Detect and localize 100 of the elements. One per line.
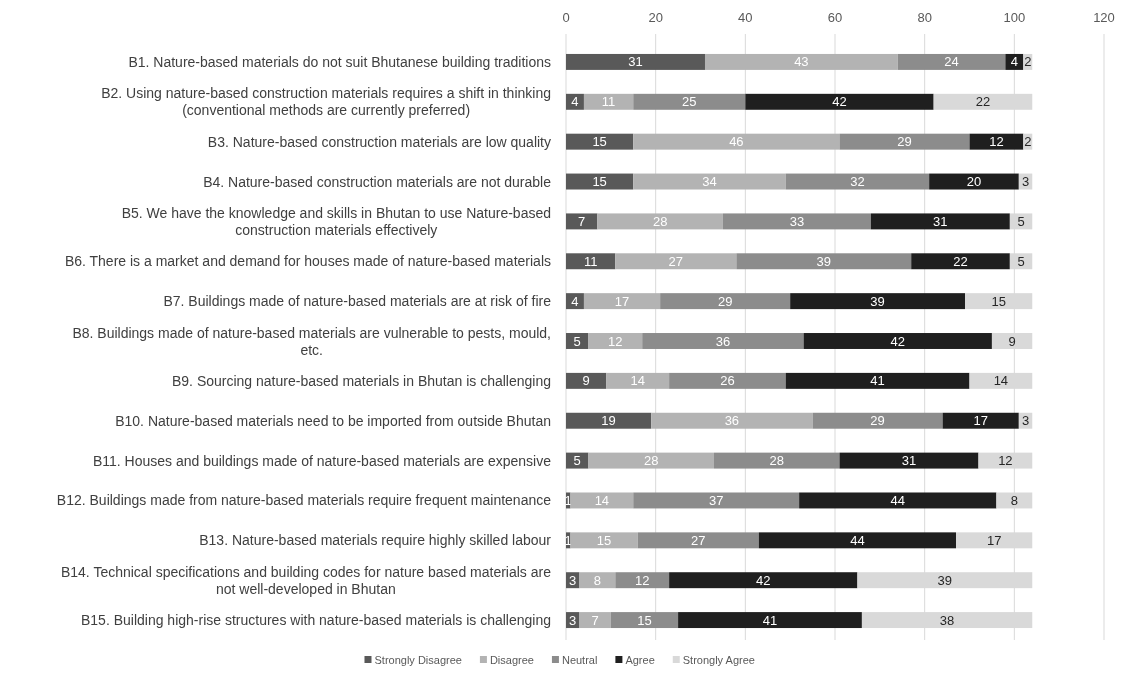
y-tick-label: B11. Houses and buildings made of nature-based materials are expensive [92, 452, 552, 469]
bar [583, 293, 661, 310]
data-label: 39 [870, 293, 885, 309]
data-label: 3 [569, 572, 577, 588]
bar [897, 53, 1006, 70]
data-label: 8 [593, 572, 601, 588]
data-label: 20 [966, 174, 982, 190]
y-tick-label: B4. Nature-based construction materials are not durable [203, 173, 552, 190]
bar [669, 372, 786, 389]
data-label: 15 [592, 134, 607, 150]
bar [803, 333, 992, 349]
data-label: 12 [998, 453, 1013, 469]
bar [785, 372, 970, 389]
legend-label: Disagree [489, 654, 534, 666]
bar [566, 53, 705, 70]
x-tick-label: 120 [1093, 10, 1115, 25]
data-label: 28 [652, 213, 668, 229]
data-label: 9 [582, 373, 590, 389]
bar [566, 412, 652, 429]
data-label: 3 [1021, 174, 1030, 190]
data-label: 38 [939, 612, 955, 628]
data-label: 11 [601, 94, 616, 110]
data-label: 2 [1024, 54, 1032, 70]
data-label: 15 [592, 174, 607, 190]
data-label: 4 [571, 293, 579, 309]
bar [785, 173, 930, 190]
data-label: 29 [897, 134, 912, 150]
data-label: 44 [850, 532, 865, 548]
data-label: 14 [993, 373, 1009, 389]
bar [942, 412, 1019, 429]
data-label: 46 [729, 134, 744, 150]
x-tick-label: 0 [562, 10, 570, 25]
bar [566, 133, 634, 150]
data-label: 3 [1021, 413, 1030, 429]
x-tick-label: 100 [1003, 10, 1026, 25]
bar [642, 333, 804, 349]
bar [790, 293, 966, 310]
legend-label: Strongly Disagree [374, 654, 462, 666]
y-tick-label: B3. Nature-based construction materials are low quality [207, 133, 551, 150]
y-tick-label: B8. Buildings made of nature-based materials are vulnerable to pests, mould, etc. [72, 324, 551, 358]
data-label: 11 [583, 253, 598, 269]
data-label: 12 [989, 134, 1004, 150]
data-label: 27 [668, 253, 684, 269]
data-label: 9 [1008, 333, 1016, 349]
data-label: 42 [832, 94, 847, 110]
data-label: 5 [573, 453, 581, 469]
data-label: 31 [901, 453, 917, 469]
bar [758, 532, 957, 549]
bar [660, 293, 791, 310]
data-label: 4 [571, 94, 579, 110]
bar [579, 572, 616, 589]
bar [588, 333, 643, 349]
data-label: 12 [608, 333, 623, 349]
data-label: 15 [596, 532, 612, 548]
data-label: 37 [708, 492, 724, 508]
bar [651, 412, 813, 429]
bar [597, 213, 723, 230]
x-tick-label: 40 [738, 10, 753, 25]
bar [633, 133, 840, 150]
data-label: 44 [890, 492, 905, 508]
y-tick-label: B2. Using nature-based construction materials requires a shift in thinking (conventional methods are currently preferred) [101, 85, 551, 119]
data-label: 14 [594, 492, 610, 508]
y-tick-label: B12. Buildings made from nature-based materials require frequent maintenance [56, 492, 552, 509]
y-tick-label: B6. There is a market and demand for houses made of nature-based materials [64, 253, 551, 270]
data-label: 14 [630, 373, 645, 389]
data-label: 28 [643, 453, 659, 469]
data-label: 12 [634, 572, 650, 588]
bar [615, 572, 670, 589]
bar [713, 452, 840, 469]
bar [570, 532, 638, 549]
bar [678, 612, 862, 629]
bar [633, 492, 800, 509]
bar [570, 492, 634, 509]
bar [633, 93, 746, 110]
data-label: 25 [682, 94, 697, 110]
data-label: 22 [975, 94, 991, 110]
y-tick-label: B10. Nature-based materials need to be imported from outside Bhutan [115, 412, 551, 429]
bar [722, 213, 871, 230]
data-label: 17 [986, 532, 1002, 548]
bar [929, 173, 1019, 190]
data-label: 31 [933, 213, 948, 229]
y-tick-label: B7. Buildings made of nature-based materials are at risk of fire [163, 293, 552, 310]
data-label: 41 [762, 612, 778, 628]
data-label: 28 [769, 453, 784, 469]
data-label: 29 [870, 413, 885, 429]
bar [579, 612, 611, 629]
x-tick-label: 20 [648, 10, 663, 25]
legend-label: Strongly Agree [682, 654, 755, 666]
legend-label: Agree [625, 654, 655, 666]
bar [911, 253, 1010, 270]
data-label: 17 [614, 293, 630, 309]
data-label: 39 [937, 572, 953, 588]
bar [870, 213, 1010, 230]
data-label: 15 [637, 612, 652, 628]
bar [566, 173, 634, 190]
data-label: 24 [944, 54, 959, 70]
data-label: 4 [1010, 54, 1018, 70]
y-tick-label: B9. Sourcing nature-based materials in Bhutan is challenging [171, 372, 551, 389]
data-label: 5 [1017, 253, 1025, 269]
bar [566, 253, 616, 270]
